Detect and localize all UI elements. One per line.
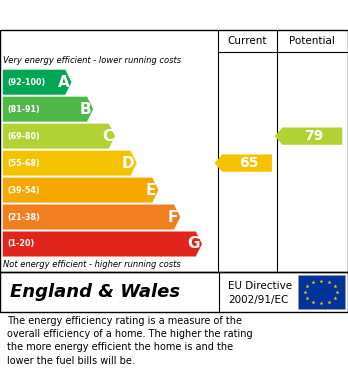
Text: Very energy efficient - lower running costs: Very energy efficient - lower running co… [3, 56, 182, 65]
FancyBboxPatch shape [298, 275, 345, 309]
Text: The energy efficiency rating is a measure of the
overall efficiency of a home. T: The energy efficiency rating is a measur… [7, 316, 253, 366]
Text: (21-38): (21-38) [7, 213, 40, 222]
Text: (55-68): (55-68) [7, 159, 40, 168]
Text: Not energy efficient - higher running costs: Not energy efficient - higher running co… [3, 260, 181, 269]
Text: Potential: Potential [290, 36, 335, 46]
Text: A: A [58, 75, 69, 90]
Text: F: F [168, 210, 178, 224]
Text: England & Wales: England & Wales [10, 283, 181, 301]
Polygon shape [215, 154, 272, 172]
Text: Current: Current [227, 36, 267, 46]
Polygon shape [3, 97, 93, 122]
Text: (39-54): (39-54) [7, 186, 40, 195]
Text: 65: 65 [239, 156, 259, 170]
Polygon shape [275, 127, 342, 145]
Polygon shape [3, 151, 137, 176]
Polygon shape [3, 70, 72, 95]
Text: B: B [80, 102, 91, 117]
Text: (81-91): (81-91) [7, 105, 40, 114]
Text: Energy Efficiency Rating: Energy Efficiency Rating [10, 7, 232, 23]
Polygon shape [3, 204, 180, 230]
Text: C: C [102, 129, 113, 143]
Polygon shape [3, 231, 202, 256]
Polygon shape [3, 178, 159, 203]
Text: D: D [122, 156, 135, 170]
Text: 2002/91/EC: 2002/91/EC [228, 295, 288, 305]
Text: (69-80): (69-80) [7, 132, 40, 141]
Text: 79: 79 [304, 129, 324, 143]
Text: (92-100): (92-100) [7, 78, 45, 87]
Text: (1-20): (1-20) [7, 240, 34, 249]
Text: EU Directive: EU Directive [228, 281, 292, 291]
Polygon shape [3, 124, 115, 149]
Text: E: E [146, 183, 157, 197]
Text: G: G [188, 237, 200, 251]
